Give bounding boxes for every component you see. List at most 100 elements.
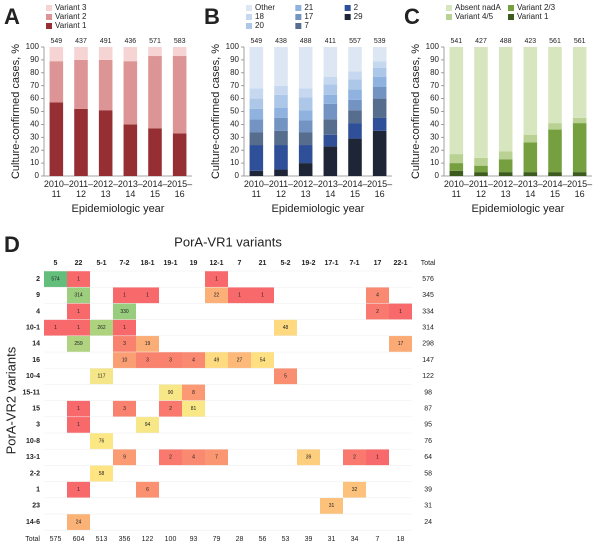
y-tick-label: 40	[30, 120, 39, 129]
heat-cell	[67, 303, 90, 320]
bar-segment	[449, 47, 464, 155]
bar-segment	[348, 138, 362, 176]
row-total: 298	[422, 341, 434, 348]
row-total: 98	[424, 389, 432, 396]
bar-segment	[548, 172, 562, 176]
column-label: 12-1	[209, 260, 223, 267]
heat-cell	[67, 416, 90, 433]
cell-label: 31	[329, 503, 335, 509]
x-tick-label: 2010– 11	[244, 179, 269, 199]
panel-letter: A	[4, 4, 20, 29]
bar-segment	[123, 47, 138, 62]
bar-segment	[548, 47, 562, 124]
row-total: 95	[424, 422, 432, 429]
cell-label: 3	[169, 357, 172, 363]
total-label: 539	[374, 38, 386, 45]
column-label: 5	[54, 260, 58, 267]
bar-segment	[572, 123, 587, 173]
cell-label: 4	[376, 293, 379, 299]
legend-swatch	[446, 5, 452, 11]
bar-segment	[323, 103, 338, 120]
column-total: 34	[351, 536, 359, 543]
bar-segment	[548, 123, 562, 130]
bar-segment	[498, 47, 513, 152]
row-total: 122	[422, 373, 434, 380]
column-total: 93	[190, 536, 198, 543]
x-tick-label: 2015– 16	[167, 179, 192, 199]
heat-cell	[67, 335, 90, 352]
bar-segment	[474, 157, 488, 166]
row-label: 10-1	[26, 325, 40, 332]
legend-label: Other	[255, 3, 275, 12]
bar-segment	[298, 110, 313, 121]
row-total: 334	[422, 308, 434, 315]
heat-cell	[67, 319, 90, 336]
y-tick-label: 60	[430, 94, 439, 103]
bar-segment	[172, 47, 187, 57]
row-total: 24	[424, 519, 432, 526]
cell-label: 1	[376, 455, 379, 461]
bar-segment	[298, 97, 313, 111]
bar-segment	[372, 47, 387, 62]
bar-segment	[323, 84, 338, 95]
legend-label: Variant 4/5	[455, 12, 494, 21]
total-label: 427	[475, 38, 487, 45]
y-tick-label: 10	[230, 158, 239, 167]
cell-label: 1	[399, 309, 402, 315]
bar-segment	[323, 134, 338, 147]
x-axis-label: PorA-VR1 variants	[174, 234, 282, 249]
legend-swatch	[508, 5, 514, 11]
legend-swatch	[46, 23, 52, 29]
cell-label: 1	[77, 276, 80, 282]
heat-cell	[251, 287, 274, 304]
bar-segment	[274, 145, 288, 170]
x-tick-label: 2013– 14	[318, 179, 343, 199]
bar-segment	[348, 71, 362, 80]
y-tick-label: 90	[30, 55, 39, 64]
x-tick-label: 2012– 13	[293, 179, 318, 199]
row-total: 314	[422, 325, 434, 332]
bar-segment	[123, 61, 138, 125]
row-label: 2	[36, 276, 40, 283]
heat-cell	[205, 287, 228, 304]
column-total: 513	[96, 536, 108, 543]
total-label: 557	[349, 38, 361, 45]
y-tick-label: 70	[430, 81, 439, 90]
cell-label: 2	[376, 309, 379, 315]
legend-label: 18	[255, 12, 264, 21]
cell-label: 330	[120, 309, 129, 315]
column-label: 5-2	[280, 260, 290, 267]
y-tick-label: 30	[230, 132, 239, 141]
bar-segment	[498, 159, 513, 173]
legend-swatch	[508, 14, 514, 20]
y-tick-label: 70	[230, 81, 239, 90]
bar-segment	[523, 172, 538, 176]
y-tick-label: 40	[430, 120, 439, 129]
bar-segment	[348, 123, 362, 139]
bar-segment	[372, 98, 387, 118]
bar-segment	[372, 76, 387, 87]
bar-segment	[172, 133, 187, 176]
column-total: 53	[282, 536, 290, 543]
column-label: 19-2	[301, 260, 315, 267]
cell-label: 94	[145, 422, 151, 428]
heat-cell	[67, 514, 90, 531]
bar-segment	[274, 85, 288, 95]
heat-cell	[389, 303, 412, 320]
y-tick-label: 40	[230, 120, 239, 129]
cell-label: 314	[74, 293, 83, 299]
column-label: 7	[238, 260, 242, 267]
bar-segment	[49, 61, 64, 103]
legend-label: 21	[304, 3, 313, 12]
cell-label: 1	[77, 422, 80, 428]
bar-segment	[98, 47, 113, 60]
bar-segment	[274, 47, 288, 86]
cell-label: 17	[398, 341, 404, 347]
bar-segment	[348, 110, 362, 124]
cell-label: 1	[123, 325, 126, 331]
bar-segment	[98, 59, 113, 111]
bar-segment	[323, 119, 338, 135]
heat-cell	[159, 400, 182, 417]
total-label: 571	[149, 38, 161, 45]
cell-label: 259	[74, 341, 83, 347]
